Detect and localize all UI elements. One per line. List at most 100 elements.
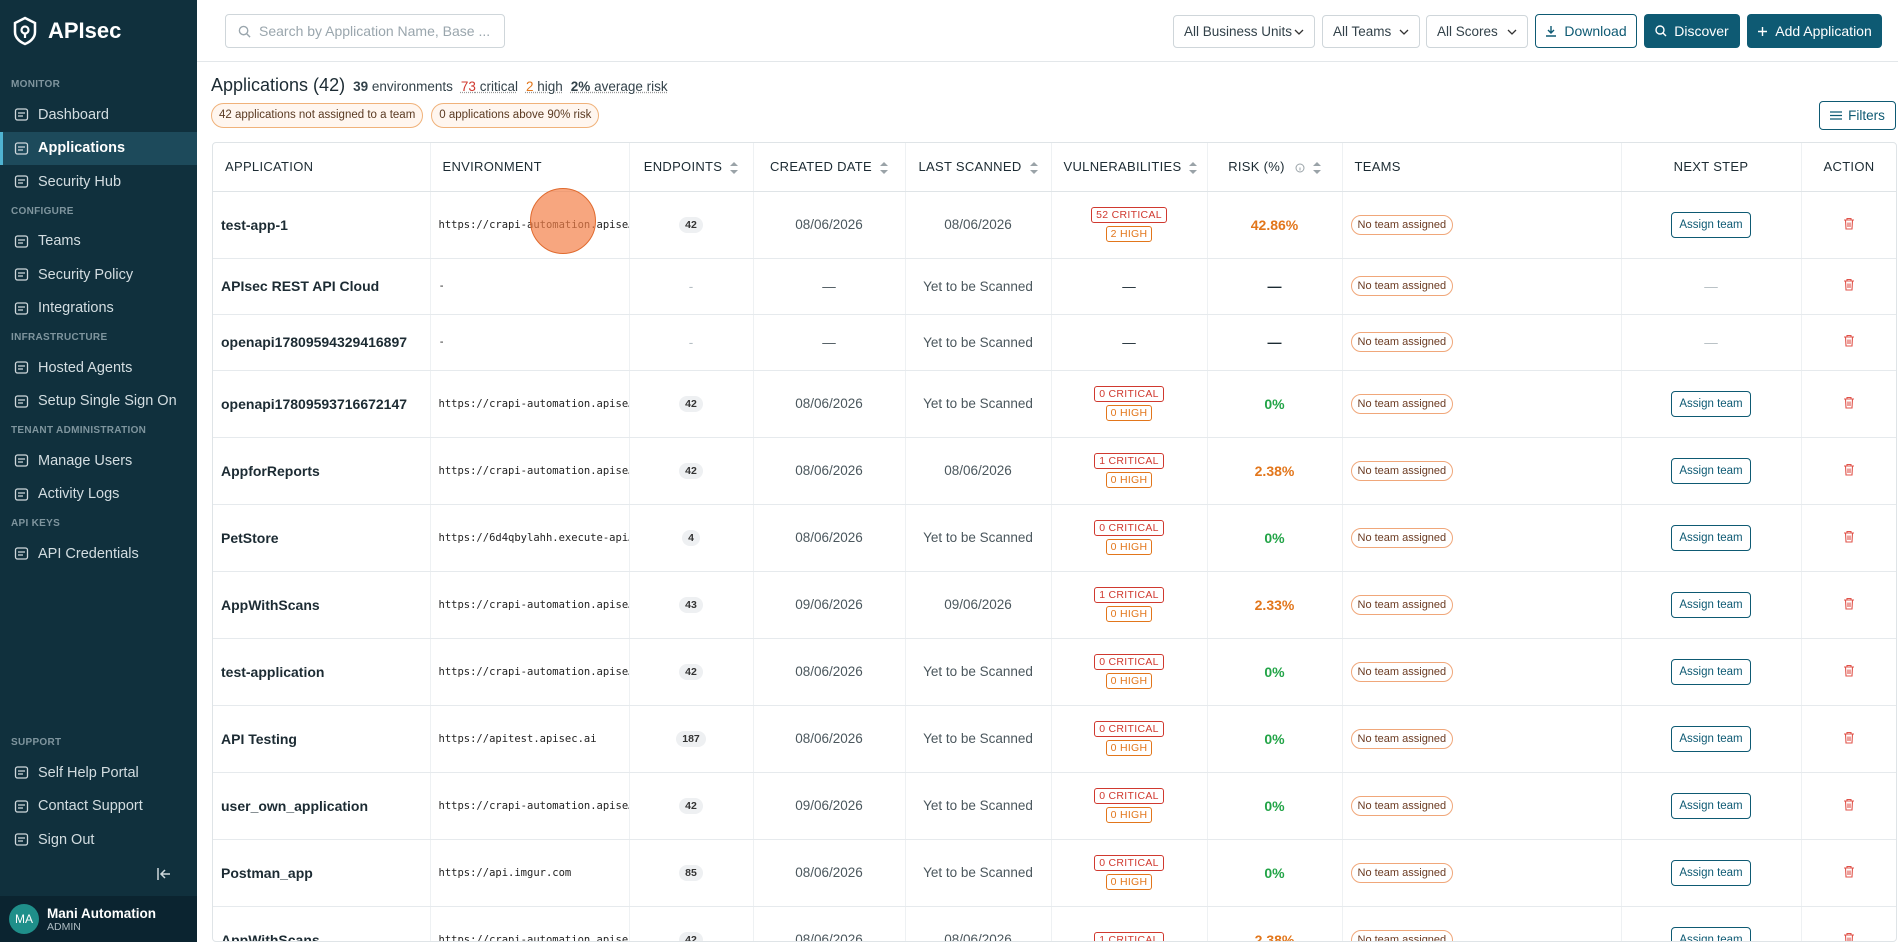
delete-icon[interactable]	[1843, 597, 1855, 610]
sort-icon[interactable]	[1312, 161, 1321, 174]
nav-item[interactable]: Teams	[0, 225, 197, 259]
collapse-icon[interactable]	[156, 866, 172, 882]
nav-icon	[14, 547, 29, 560]
nav-item[interactable]: Dashboard	[0, 98, 197, 132]
page-title: Applications (42)	[211, 75, 346, 95]
assign-team-button[interactable]: Assign team	[1671, 859, 1751, 886]
column-header-label: RISK (%)	[1228, 159, 1285, 175]
assign-team-button[interactable]: Assign team	[1671, 725, 1751, 752]
risk: 0%	[1264, 730, 1285, 747]
chip[interactable]: 0 applications above 90% risk	[431, 103, 600, 128]
assign-team-button[interactable]: Assign team	[1671, 211, 1751, 238]
delete-icon[interactable]	[1843, 396, 1855, 409]
nav-item-label: Setup Single Sign On	[38, 393, 177, 410]
sort-icon[interactable]	[1029, 161, 1038, 174]
risk-cell: 0%	[1207, 638, 1343, 706]
nav-item[interactable]: Integrations	[0, 292, 197, 326]
delete-icon[interactable]	[1843, 530, 1855, 543]
vulnerabilities-cell: 52 CRITICAL 2 HIGH	[1051, 191, 1208, 259]
delete-icon[interactable]	[1843, 463, 1855, 476]
delete-icon[interactable]	[1843, 334, 1855, 347]
nav-item[interactable]: Security Policy	[0, 258, 197, 292]
vulnerability-badge: 0 HIGH	[1105, 539, 1153, 555]
nav-item[interactable]: Contact Support	[0, 790, 197, 824]
column-header: LAST SCANNED	[905, 143, 1052, 192]
nav-item[interactable]: Hosted Agents	[0, 351, 197, 385]
vulnerabilities-cell: 0 CRITICAL 0 HIGH	[1051, 638, 1208, 706]
environment: -	[430, 314, 630, 371]
delete-icon[interactable]	[1843, 664, 1855, 677]
add-application-button[interactable]: Add Application	[1747, 14, 1882, 48]
brand[interactable]: APIsec	[12, 16, 121, 46]
sort-icon[interactable]	[880, 161, 889, 174]
stat[interactable]: 2 high	[526, 79, 563, 94]
header-row: APPLICATION ENVIRONMENT ENDPOINTS CREATED D…	[213, 143, 1896, 192]
environment: https://crapi-automation.apise…	[430, 772, 630, 840]
delete-icon[interactable]	[1843, 932, 1855, 942]
assign-team-button[interactable]: Assign team	[1671, 390, 1751, 417]
dropdown[interactable]: All Teams	[1322, 15, 1420, 48]
vulnerabilities-cell: 0 CRITICAL 0 HIGH	[1051, 370, 1208, 438]
download-button[interactable]: Download	[1535, 14, 1637, 48]
dropdown[interactable]: All Business Units	[1173, 15, 1315, 48]
user-bar[interactable]: MA Mani Automation ADMIN	[0, 896, 197, 942]
last-scanned: 08/06/2026	[905, 191, 1052, 259]
delete-icon[interactable]	[1843, 217, 1855, 230]
dropdown[interactable]: All Scores	[1426, 15, 1528, 48]
discover-button[interactable]: Discover	[1644, 14, 1740, 48]
nav-item[interactable]: Self Help Portal	[0, 756, 197, 790]
stat[interactable]: 2% average risk	[571, 79, 668, 94]
created-date: —	[753, 314, 906, 371]
delete-icon[interactable]	[1843, 731, 1855, 744]
assign-team-button[interactable]: Assign team	[1671, 658, 1751, 685]
assign-team-button[interactable]: Assign team	[1671, 457, 1751, 484]
vulnerability-badge: 0 CRITICAL	[1094, 855, 1164, 871]
sort-icon[interactable]	[730, 161, 739, 174]
nav-item[interactable]: Manage Users	[0, 444, 197, 478]
team-pill: No team assigned	[1350, 929, 1454, 941]
assign-team-button[interactable]: Assign team	[1671, 524, 1751, 551]
top-bar: Search by Application Name, Base ... All…	[197, 0, 1898, 62]
vulnerability-badge: 0 HIGH	[1105, 405, 1153, 421]
nav-section-label: SUPPORT	[11, 737, 62, 748]
nav-item[interactable]: API Credentials	[0, 537, 197, 571]
delete-icon[interactable]	[1843, 865, 1855, 878]
table-row: AppWithScans https://crapi-automation.api…	[213, 906, 1896, 942]
assign-team-button[interactable]: Assign team	[1671, 926, 1751, 941]
sort-icon[interactable]	[1189, 161, 1198, 174]
endpoints: 85	[679, 865, 703, 881]
filters-button[interactable]: Filters	[1819, 101, 1896, 130]
stat-value: 73	[460, 79, 476, 94]
risk-cell: —	[1207, 258, 1343, 315]
next-step-cell: —	[1621, 314, 1802, 371]
nav-item[interactable]: Security Hub	[0, 165, 197, 199]
info-icon[interactable]	[1295, 163, 1305, 173]
action-cell	[1801, 258, 1896, 315]
nav-item[interactable]: Applications	[0, 131, 197, 165]
table-container: APPLICATION ENVIRONMENT ENDPOINTS CREATED D…	[212, 142, 1897, 942]
logo	[13, 16, 37, 46]
search-box[interactable]: Search by Application Name, Base ...	[225, 14, 505, 48]
nav-item[interactable]: Setup Single Sign On	[0, 385, 197, 419]
vulnerabilities-cell: 1 CRITICAL	[1051, 906, 1208, 941]
assign-team-button[interactable]: Assign team	[1671, 591, 1751, 618]
delete-icon[interactable]	[1843, 798, 1855, 811]
environment: https://api.imgur.com	[430, 839, 630, 907]
vulnerability-badge: 1 CRITICAL	[1094, 453, 1164, 469]
stat-label: critical	[479, 79, 518, 94]
button-label: Download	[1564, 23, 1627, 39]
nav-item[interactable]: Sign Out	[0, 823, 197, 857]
nav-item-label: Integrations	[38, 300, 114, 317]
dropdown-label: All Business Units	[1184, 24, 1293, 39]
environment: https://crapi-automation.apise…	[430, 437, 630, 505]
assign-team-button[interactable]: Assign team	[1671, 792, 1751, 819]
nav-item[interactable]: Activity Logs	[0, 478, 197, 512]
delete-icon[interactable]	[1843, 278, 1855, 291]
next-step-cell: Assign team	[1621, 571, 1802, 639]
chip[interactable]: 42 applications not assigned to a team	[211, 103, 424, 128]
endpoints: 42	[679, 664, 703, 680]
stat[interactable]: 73 critical	[461, 79, 518, 94]
team-cell: No team assigned	[1342, 504, 1622, 572]
created-date: 09/06/2026	[753, 571, 906, 639]
action-cell	[1801, 191, 1896, 259]
